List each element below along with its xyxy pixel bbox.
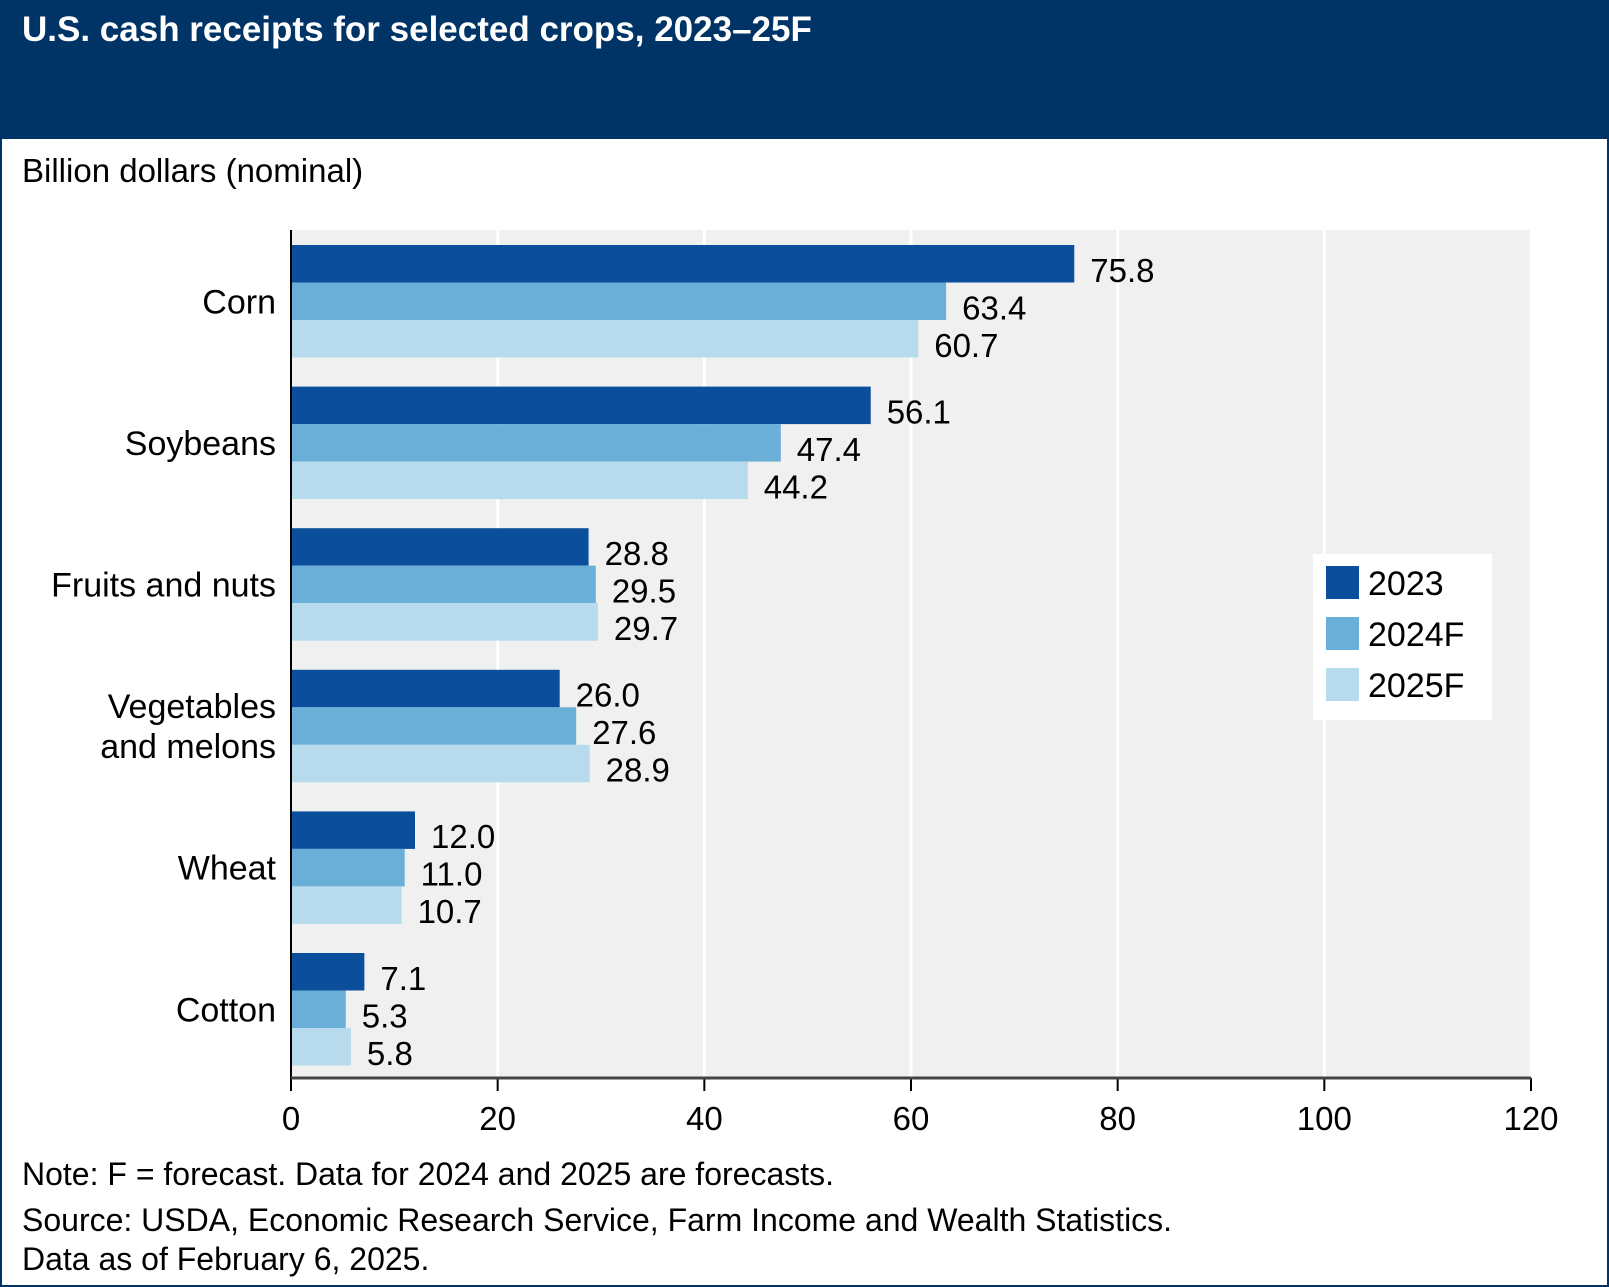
category-label: Wheat bbox=[178, 850, 277, 888]
category-label: Cotton bbox=[176, 991, 276, 1029]
category-label: Corn bbox=[202, 283, 276, 321]
category-label: Vegetables bbox=[108, 688, 276, 726]
bar-2025f bbox=[291, 886, 402, 924]
category-label: Soybeans bbox=[125, 425, 276, 463]
data-label: 12.0 bbox=[431, 818, 495, 855]
chart-title: U.S. cash receipts for selected crops, 2… bbox=[22, 10, 812, 49]
legend-swatch-2024f bbox=[1326, 617, 1359, 650]
data-label: 26.0 bbox=[576, 677, 640, 714]
x-tick-label: 60 bbox=[893, 1100, 930, 1137]
bar-2025f bbox=[291, 1028, 351, 1066]
footer-source: Source: USDA, Economic Research Service,… bbox=[22, 1202, 1173, 1238]
bar-2024f bbox=[291, 424, 781, 462]
data-label: 29.7 bbox=[614, 610, 678, 647]
data-label: 29.5 bbox=[612, 572, 676, 609]
data-label: 7.1 bbox=[380, 960, 426, 997]
data-label: 47.4 bbox=[797, 431, 861, 468]
bar-2025f bbox=[291, 744, 590, 783]
bar-2024f bbox=[291, 990, 346, 1028]
data-label: 11.0 bbox=[421, 856, 483, 893]
data-label: 5.8 bbox=[367, 1035, 413, 1072]
bar-2023 bbox=[291, 245, 1075, 283]
bar-2023 bbox=[291, 669, 560, 708]
data-label: 44.2 bbox=[764, 468, 828, 505]
x-tick-label: 120 bbox=[1503, 1100, 1558, 1137]
axis-unit-label: Billion dollars (nominal) bbox=[22, 152, 364, 189]
legend-swatch-2023 bbox=[1326, 566, 1359, 599]
bar-2023 bbox=[291, 386, 871, 425]
bar-2023 bbox=[291, 953, 365, 991]
bar-2025f bbox=[291, 461, 748, 500]
x-tick-label: 40 bbox=[686, 1100, 723, 1137]
bar-2023 bbox=[291, 528, 589, 566]
category-label: Fruits and nuts bbox=[51, 566, 276, 604]
legend-label: 2025F bbox=[1368, 667, 1464, 705]
header-bar: U.S. cash receipts for selected crops, 2… bbox=[2, 2, 1607, 139]
x-tick-label: 0 bbox=[282, 1100, 300, 1137]
x-tick-label: 20 bbox=[479, 1100, 516, 1137]
legend-label: 2023 bbox=[1368, 565, 1444, 603]
footer-date: Data as of February 6, 2025. bbox=[22, 1241, 430, 1277]
bar-2024f bbox=[291, 848, 405, 887]
x-tick-label: 100 bbox=[1297, 1100, 1352, 1137]
data-label: 63.4 bbox=[962, 289, 1026, 326]
data-label: 75.8 bbox=[1090, 252, 1154, 289]
bar-2024f bbox=[291, 707, 577, 745]
bar-2025f bbox=[291, 320, 919, 358]
legend-label: 2024F bbox=[1368, 616, 1464, 654]
bar-2025f bbox=[291, 603, 598, 641]
data-label: 5.3 bbox=[362, 997, 408, 1034]
category-label: and melons bbox=[100, 728, 276, 766]
x-tick-label: 80 bbox=[1099, 1100, 1136, 1137]
data-label: 28.9 bbox=[606, 752, 670, 789]
footer-note: Note: F = forecast. Data for 2024 and 20… bbox=[22, 1156, 835, 1192]
legend-swatch-2025f bbox=[1326, 668, 1359, 701]
bar-2024f bbox=[291, 282, 947, 320]
bar-2023 bbox=[291, 811, 415, 849]
data-label: 60.7 bbox=[934, 327, 998, 364]
bar-2024f bbox=[291, 565, 596, 604]
data-label: 10.7 bbox=[418, 893, 482, 930]
data-label: 28.8 bbox=[605, 535, 669, 572]
data-label: 56.1 bbox=[887, 393, 951, 430]
data-label: 27.6 bbox=[592, 714, 656, 751]
